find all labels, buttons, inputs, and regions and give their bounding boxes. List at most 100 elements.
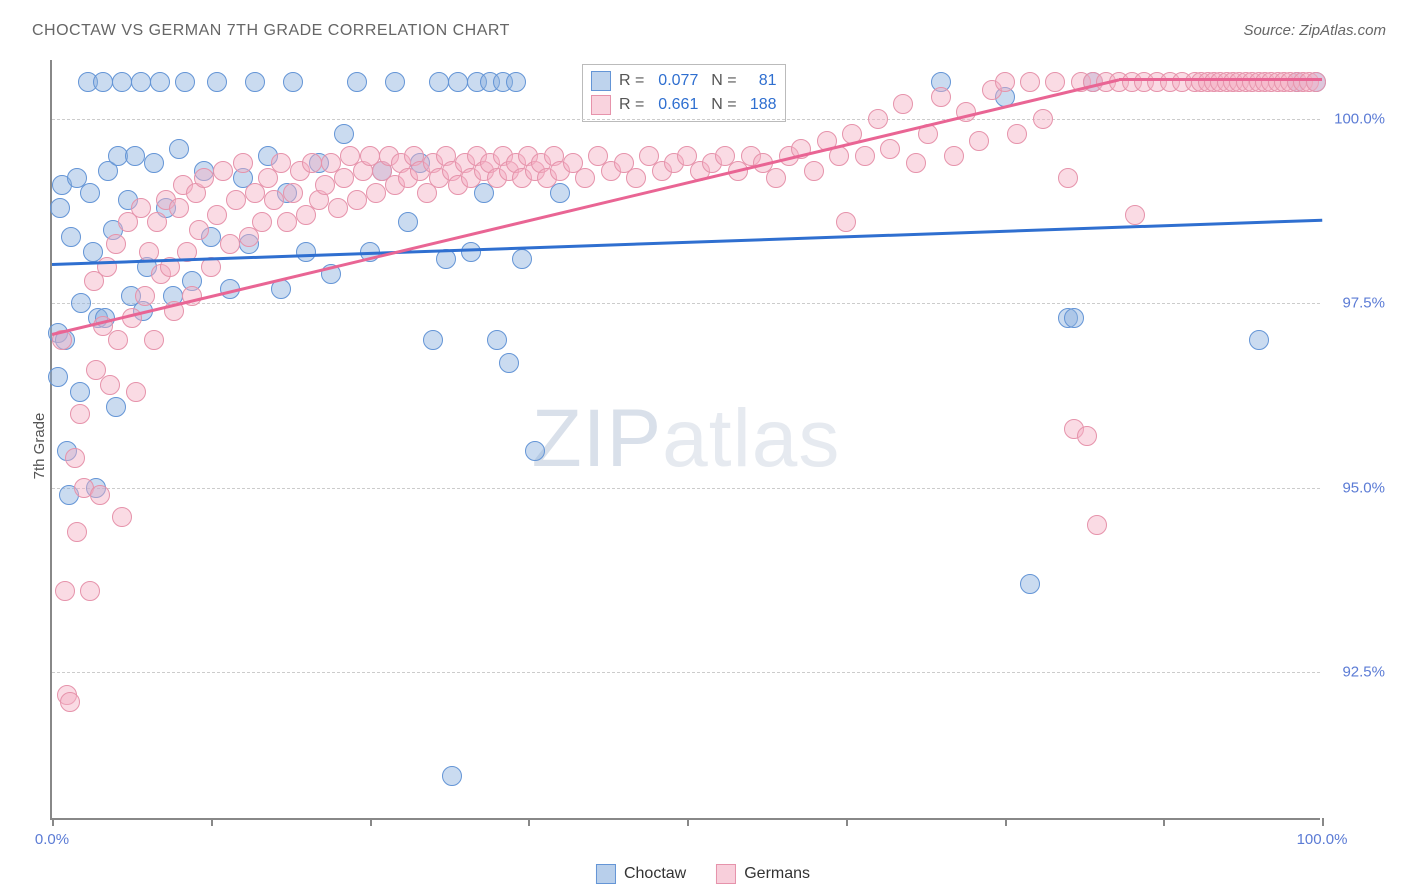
stats-swatch xyxy=(591,71,611,91)
data-point xyxy=(194,168,214,188)
data-point xyxy=(97,257,117,277)
data-point xyxy=(1007,124,1027,144)
data-point xyxy=(61,227,81,247)
data-point xyxy=(226,190,246,210)
data-point xyxy=(147,212,167,232)
x-tick xyxy=(687,818,689,826)
data-point xyxy=(931,87,951,107)
stats-row: R = 0.077 N = 81 xyxy=(591,69,777,93)
x-tick-label: 0.0% xyxy=(35,831,69,848)
stats-key: R = xyxy=(619,69,644,93)
legend-label: Choctaw xyxy=(624,865,686,883)
data-point xyxy=(334,124,354,144)
data-point xyxy=(347,190,367,210)
source-label: Source: ZipAtlas.com xyxy=(1243,22,1386,39)
watermark-light: atlas xyxy=(662,393,840,484)
data-point xyxy=(112,507,132,527)
gridline xyxy=(52,303,1320,304)
gridline xyxy=(52,488,1320,489)
data-point xyxy=(1077,426,1097,446)
chart-title: CHOCTAW VS GERMAN 7TH GRADE CORRELATION … xyxy=(32,22,510,40)
data-point xyxy=(283,72,303,92)
x-tick-label: 100.0% xyxy=(1297,831,1348,848)
data-point xyxy=(1125,205,1145,225)
data-point xyxy=(880,139,900,159)
data-point xyxy=(213,161,233,181)
data-point xyxy=(67,522,87,542)
data-point xyxy=(80,581,100,601)
data-point xyxy=(626,168,646,188)
stats-box: R = 0.077 N = 81R = 0.661 N = 188 xyxy=(582,64,786,122)
data-point xyxy=(804,161,824,181)
data-point xyxy=(836,212,856,232)
data-point xyxy=(150,72,170,92)
stats-n-value: 81 xyxy=(741,69,777,93)
data-point xyxy=(93,72,113,92)
data-point xyxy=(893,94,913,114)
data-point xyxy=(575,168,595,188)
data-point xyxy=(106,397,126,417)
stats-n-value: 188 xyxy=(741,93,777,117)
data-point xyxy=(347,72,367,92)
legend-swatch-blue xyxy=(596,864,616,884)
data-point xyxy=(766,168,786,188)
data-point xyxy=(144,153,164,173)
data-point xyxy=(131,198,151,218)
data-point xyxy=(106,234,126,254)
data-point xyxy=(60,692,80,712)
data-point xyxy=(264,190,284,210)
data-point xyxy=(207,205,227,225)
data-point xyxy=(175,72,195,92)
data-point xyxy=(1306,72,1326,92)
data-point xyxy=(65,448,85,468)
x-tick xyxy=(846,818,848,826)
data-point xyxy=(112,72,132,92)
data-point xyxy=(144,330,164,350)
x-tick xyxy=(211,818,213,826)
legend: Choctaw Germans xyxy=(596,864,810,884)
data-point xyxy=(315,175,335,195)
data-point xyxy=(366,183,386,203)
stats-swatch xyxy=(591,95,611,115)
data-point xyxy=(1249,330,1269,350)
data-point xyxy=(271,153,291,173)
plot-area: ZIPatlas R = 0.077 N = 81R = 0.661 N = 1… xyxy=(50,60,1320,820)
legend-item-germans: Germans xyxy=(716,864,810,884)
y-axis-label: 7th Grade xyxy=(31,413,48,480)
data-point xyxy=(50,198,70,218)
data-point xyxy=(461,242,481,262)
data-point xyxy=(283,183,303,203)
data-point xyxy=(448,72,468,92)
data-point xyxy=(1087,515,1107,535)
data-point xyxy=(71,293,91,313)
data-point xyxy=(126,382,146,402)
y-tick-label: 100.0% xyxy=(1334,111,1385,128)
y-tick-label: 95.0% xyxy=(1342,479,1385,496)
stats-row: R = 0.661 N = 188 xyxy=(591,93,777,117)
x-tick xyxy=(1322,818,1324,826)
gridline xyxy=(52,119,1320,120)
data-point xyxy=(423,330,443,350)
data-point xyxy=(442,766,462,786)
data-point xyxy=(80,183,100,203)
data-point xyxy=(100,375,120,395)
data-point xyxy=(499,353,519,373)
x-tick xyxy=(52,818,54,826)
data-point xyxy=(189,220,209,240)
data-point xyxy=(385,72,405,92)
data-point xyxy=(252,212,272,232)
data-point xyxy=(296,242,316,262)
x-tick xyxy=(528,818,530,826)
data-point xyxy=(868,109,888,129)
x-tick xyxy=(1163,818,1165,826)
data-point xyxy=(398,212,418,232)
data-point xyxy=(1064,308,1084,328)
stats-r-value: 0.661 xyxy=(648,93,698,117)
watermark: ZIPatlas xyxy=(532,392,841,486)
data-point xyxy=(1058,168,1078,188)
x-tick xyxy=(370,818,372,826)
data-point xyxy=(334,168,354,188)
data-point xyxy=(512,249,532,269)
data-point xyxy=(233,153,253,173)
data-point xyxy=(70,404,90,424)
